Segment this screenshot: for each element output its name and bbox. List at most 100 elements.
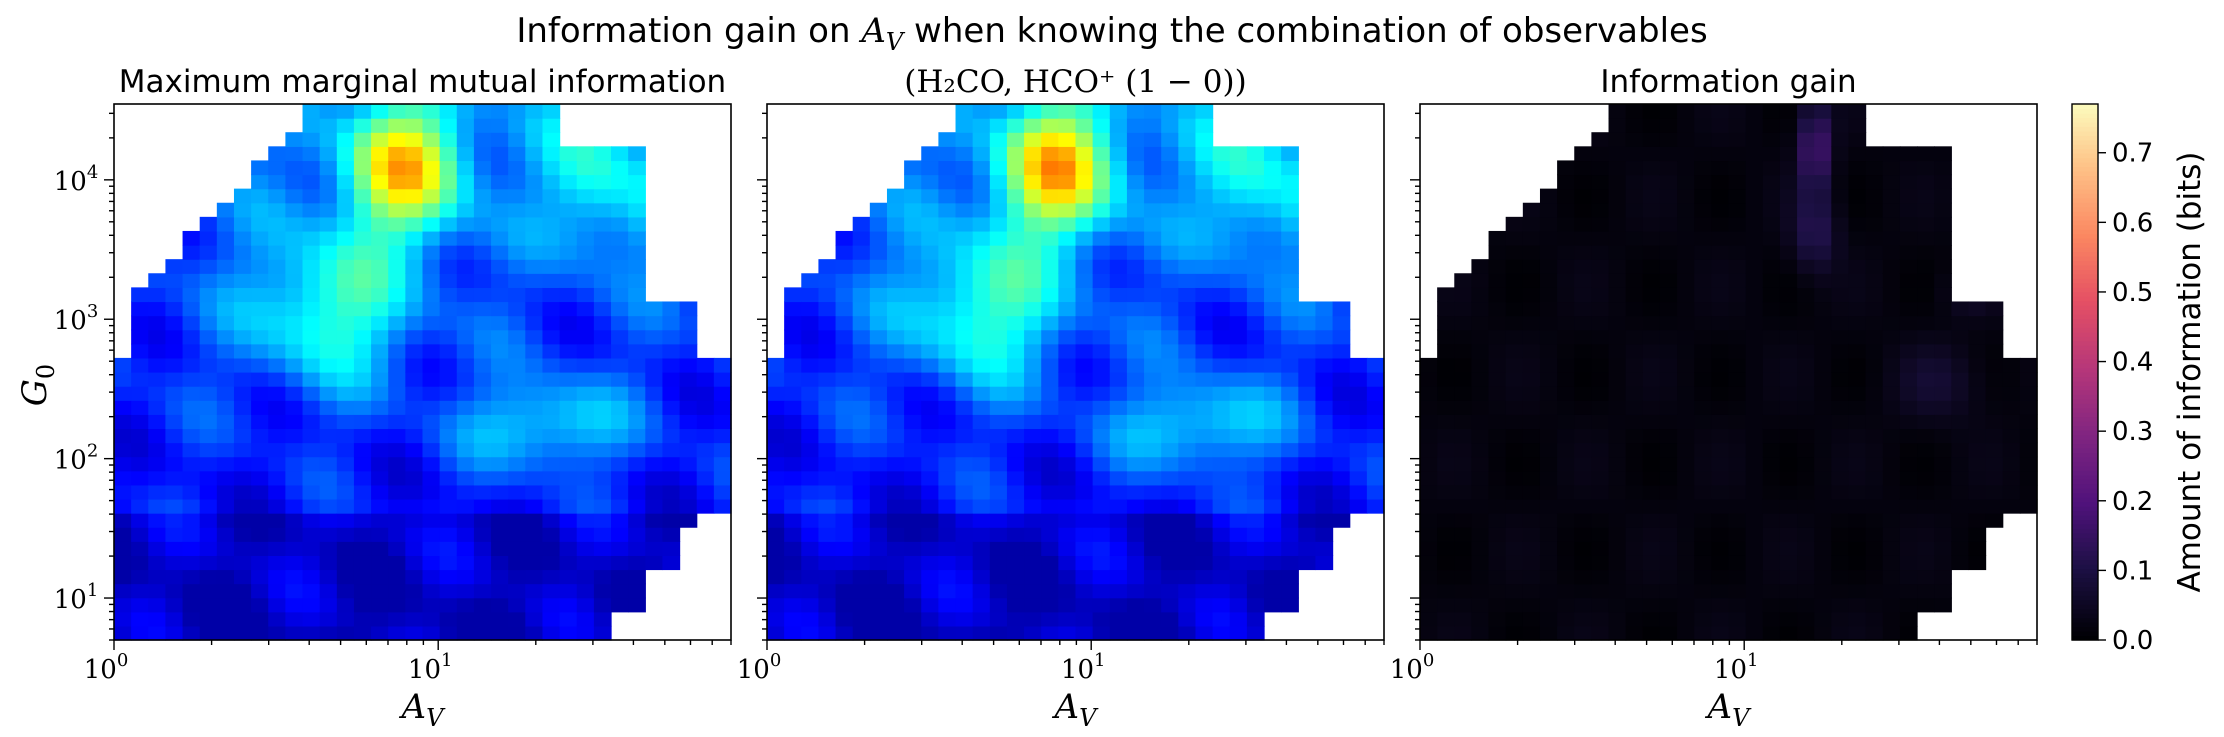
- heatmap-cell: [251, 245, 269, 260]
- heatmap-cell: [1281, 188, 1299, 204]
- heatmap-cell: [371, 583, 389, 599]
- heatmap-cell: [1574, 160, 1592, 176]
- heatmap-cell: [285, 428, 304, 444]
- heatmap-cell: [938, 513, 957, 528]
- heatmap-cell: [1848, 597, 1867, 613]
- heatmap-cell: [1488, 414, 1507, 430]
- heatmap-cell: [784, 498, 802, 514]
- colorbar-segment: [2072, 291, 2098, 297]
- heatmap-cell: [2019, 400, 2038, 415]
- heatmap-cell: [1848, 498, 1867, 514]
- heatmap-cell: [131, 400, 149, 415]
- heatmap-cell: [593, 498, 612, 514]
- colorbar-segment: [2072, 631, 2098, 637]
- heatmap-cell: [1092, 202, 1111, 218]
- heatmap-cell: [353, 611, 372, 627]
- heatmap-cell: [835, 343, 854, 359]
- panel-title: (H₂CO, HCO⁺ (1 − 0)): [904, 64, 1246, 100]
- heatmap-cell: [1694, 513, 1712, 528]
- heatmap-cell: [955, 484, 974, 500]
- heatmap-cell: [1814, 442, 1832, 458]
- heatmap-cell: [1161, 132, 1179, 147]
- heatmap-cell: [1557, 555, 1575, 571]
- heatmap-cell: [1917, 541, 1935, 556]
- heatmap-cell: [1315, 357, 1334, 373]
- heatmap-cell: [784, 583, 802, 599]
- heatmap-cell: [886, 202, 905, 218]
- heatmap-cell: [1315, 470, 1334, 486]
- heatmap-cell: [1831, 513, 1850, 528]
- heatmap-cell: [1762, 202, 1781, 218]
- heatmap-cell: [1608, 315, 1627, 331]
- heatmap-cell: [268, 343, 286, 359]
- heatmap-cell: [938, 470, 957, 486]
- heatmap-cell: [1848, 104, 1867, 119]
- heatmap-cell: [388, 245, 406, 260]
- colorbar-segment: [2072, 608, 2098, 614]
- heatmap-cell: [1366, 386, 1385, 401]
- heatmap-cell: [886, 484, 905, 500]
- colorbar-segment: [2072, 327, 2098, 333]
- heatmap-cell: [1968, 555, 1987, 571]
- heatmap-cell: [148, 287, 167, 303]
- heatmap-cell: [1677, 273, 1695, 288]
- heatmap-cell: [1539, 357, 1558, 373]
- heatmap-cell: [542, 343, 561, 359]
- heatmap-cell: [1471, 597, 1490, 613]
- heatmap-cell: [1934, 498, 1952, 514]
- heatmap-cell: [405, 414, 424, 430]
- heatmap-cell: [1437, 611, 1455, 627]
- heatmap-cell: [1899, 611, 1918, 627]
- heatmap-cell: [1144, 513, 1162, 528]
- heatmap-cell: [1779, 597, 1798, 613]
- colorbar-segment: [2072, 135, 2098, 141]
- heatmap-cell: [1762, 118, 1781, 133]
- heatmap-cell: [1865, 386, 1884, 401]
- heatmap-cell: [1437, 456, 1455, 472]
- colorbar-segment: [2072, 305, 2098, 311]
- heatmap-cell: [1024, 372, 1042, 387]
- heatmap-cell: [593, 527, 612, 542]
- heatmap-cell: [713, 357, 732, 373]
- heatmap-cell: [1178, 597, 1197, 613]
- heatmap-cell: [319, 160, 338, 176]
- heatmap-cell: [1728, 456, 1747, 472]
- heatmap-cell: [542, 513, 561, 528]
- heatmap-cell: [1779, 484, 1798, 500]
- heatmap-cell: [1075, 273, 1094, 288]
- heatmap-cell: [1178, 484, 1197, 500]
- heatmap-cell: [456, 259, 475, 274]
- heatmap-cell: [439, 230, 458, 246]
- heatmap-cell: [1041, 386, 1059, 401]
- heatmap-cell: [1522, 583, 1541, 599]
- heatmap-cell: [542, 400, 561, 415]
- heatmap-cell: [1762, 470, 1781, 486]
- heatmap-cell: [1814, 428, 1832, 444]
- heatmap-cell: [1281, 569, 1299, 585]
- heatmap-cell: [1229, 146, 1248, 162]
- heatmap-cell: [1178, 428, 1197, 444]
- heatmap-cell: [165, 343, 184, 359]
- heatmap-cell: [1659, 400, 1678, 415]
- heatmap-cell: [336, 202, 355, 218]
- heatmap-cell: [1075, 513, 1094, 528]
- heatmap-cell: [645, 428, 664, 444]
- heatmap-cell: [422, 160, 441, 176]
- heatmap-cell: [1642, 456, 1661, 472]
- heatmap-cell: [131, 315, 149, 331]
- heatmap-cell: [1109, 343, 1128, 359]
- heatmap-cell: [1557, 160, 1575, 176]
- heatmap-cell: [611, 470, 629, 486]
- heatmap-cell: [1848, 118, 1867, 133]
- y-tick-label: 104: [54, 162, 99, 197]
- heatmap-cell: [148, 343, 167, 359]
- heatmap-cell: [388, 315, 406, 331]
- heatmap-cell: [1126, 597, 1145, 613]
- heatmap-cell: [989, 315, 1008, 331]
- heatmap-cell: [165, 597, 184, 613]
- heatmap-cell: [1488, 541, 1507, 556]
- heatmap-cell: [818, 259, 837, 274]
- heatmap-cell: [1848, 301, 1867, 317]
- heatmap-cell: [216, 583, 235, 599]
- heatmap-cell: [1865, 160, 1884, 176]
